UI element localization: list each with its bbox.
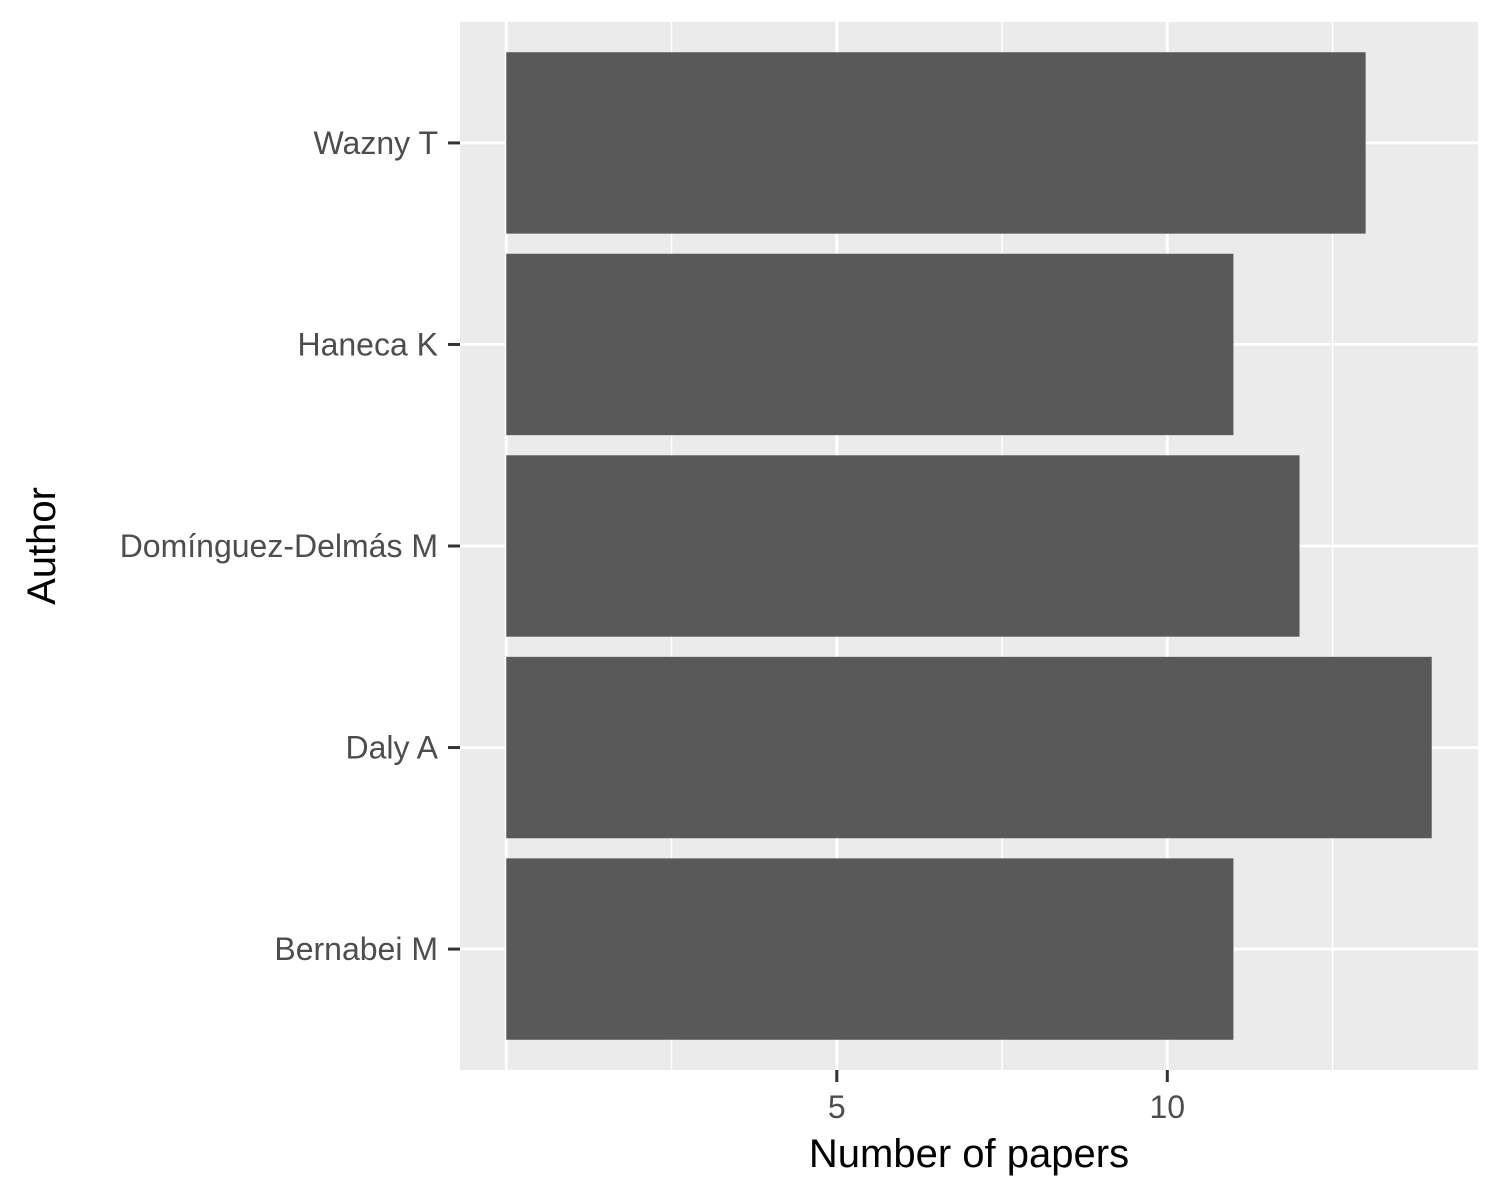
y-tick-label: Daly A	[346, 730, 439, 766]
x-tick-label: 10	[1150, 1089, 1186, 1125]
bars-group	[506, 52, 1432, 1040]
y-axis-title: Author	[20, 487, 64, 605]
bar	[506, 52, 1366, 234]
x-tick-label: 5	[828, 1089, 846, 1125]
y-axis: Bernabei M Daly A Domínguez-Delmás M Haneca…	[120, 125, 460, 967]
bar	[506, 858, 1234, 1040]
x-axis: 5 10	[828, 1070, 1185, 1125]
bar	[506, 656, 1432, 839]
y-tick-label: Haneca K	[297, 326, 438, 362]
y-tick-label: Wazny T	[314, 125, 438, 161]
bar	[506, 455, 1300, 637]
y-tick-label: Bernabei M	[274, 931, 438, 967]
x-axis-title: Number of papers	[809, 1132, 1129, 1176]
y-tick-label: Domínguez-Delmás M	[120, 528, 438, 564]
bar	[506, 253, 1234, 436]
